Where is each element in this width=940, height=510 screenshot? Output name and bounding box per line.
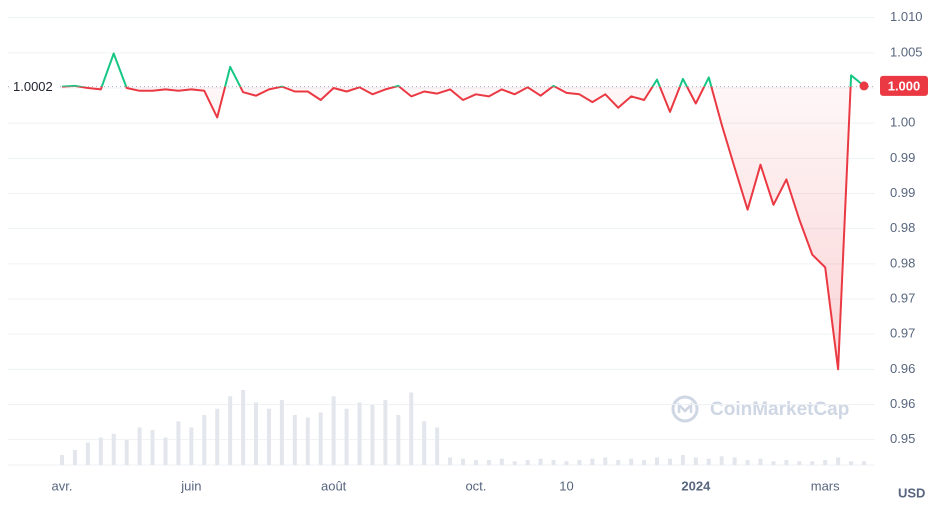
x-tick-label: mars	[811, 478, 840, 493]
y-tick-label: 0.97	[890, 326, 915, 341]
y-tick-label: 1.00	[890, 115, 915, 130]
y-tick-label: 0.98	[890, 220, 915, 235]
y-tick-label: 1.005	[890, 44, 923, 59]
watermark-text: CoinMarketCap	[710, 399, 849, 420]
volume-bar	[771, 461, 776, 465]
reference-label: 1.0002	[13, 79, 53, 94]
x-tick-label: 10	[559, 478, 573, 493]
volume-bar	[292, 415, 297, 465]
volume-bar	[331, 396, 336, 465]
y-tick-label: 0.96	[890, 396, 915, 411]
volume-bar	[150, 430, 155, 465]
volume-bar	[836, 457, 841, 465]
last-price-label: 1.000	[888, 78, 921, 93]
volume-bar	[279, 400, 284, 465]
volume-bar	[137, 427, 142, 465]
volume-bar	[448, 457, 453, 465]
y-tick-label: 0.98	[890, 255, 915, 270]
volume-bar	[525, 460, 530, 465]
volume-bar	[551, 460, 556, 465]
y-tick-label: 0.97	[890, 290, 915, 305]
watermark: CoinMarketCap	[671, 395, 849, 423]
volume-bar	[228, 396, 233, 465]
y-tick-label: 0.95	[890, 431, 915, 446]
volume-bar	[370, 405, 375, 465]
volume-bar	[629, 458, 634, 465]
volume-bar	[215, 408, 220, 465]
x-tick-label: juin	[180, 478, 201, 493]
volume-bar	[124, 440, 129, 465]
volume-bar	[266, 408, 271, 465]
volume-bar	[202, 415, 207, 465]
x-tick-label: avr.	[52, 478, 73, 493]
volume-bar	[383, 400, 388, 465]
last-point	[859, 81, 869, 91]
area-below-reference	[62, 86, 864, 370]
y-tick-label: 0.96	[890, 361, 915, 376]
volume-bar	[512, 461, 517, 465]
volume-bar	[409, 392, 414, 465]
volume-bar	[706, 458, 711, 465]
volume-bar	[305, 417, 310, 465]
volume-bar	[318, 412, 323, 465]
volume-bar	[499, 458, 504, 465]
volume-bar	[461, 458, 465, 465]
volume-bar	[98, 437, 103, 465]
volume-bar	[396, 415, 401, 465]
last-price-badge	[880, 75, 928, 96]
reference-label-bg	[10, 77, 60, 96]
volume-bar	[344, 408, 349, 465]
volume-bar	[680, 455, 685, 465]
volume-bar	[163, 437, 168, 465]
volume-bar	[797, 461, 802, 465]
volume-bar	[564, 461, 569, 465]
x-tick-label: 2024	[681, 478, 711, 493]
volume-bar	[473, 460, 478, 465]
volume-bar	[577, 460, 582, 465]
volume-bar	[758, 458, 763, 465]
volume-bar	[435, 427, 440, 465]
volume-bar	[849, 461, 854, 465]
volume-bar	[72, 450, 77, 465]
volume-bar	[719, 456, 724, 465]
volume-bar	[357, 402, 362, 465]
volume-bar	[241, 390, 246, 465]
volume-bar	[486, 460, 491, 465]
volume-bar	[189, 427, 194, 465]
volume-bar	[784, 460, 789, 465]
volume-bar	[655, 457, 660, 465]
y-tick-label: 0.99	[890, 185, 915, 200]
volume-bar	[111, 433, 116, 465]
x-tick-label: oct.	[465, 478, 486, 493]
volume-bar	[176, 421, 181, 465]
volume-bar	[603, 457, 608, 465]
volume-bar	[862, 461, 866, 465]
volume-bar	[254, 402, 259, 465]
y-unit: USD	[898, 485, 925, 500]
volume-bar	[590, 458, 595, 465]
volume-bar	[732, 457, 737, 465]
volume-bar	[667, 458, 672, 465]
volume-bar	[422, 421, 427, 465]
volume-bar	[810, 461, 815, 465]
y-tick-label: 1.010	[890, 9, 923, 24]
price-line-down	[61, 86, 864, 371]
volume-bar	[642, 460, 647, 465]
volume-bar	[85, 442, 90, 465]
volume-bar	[538, 458, 543, 465]
volume-bar	[60, 455, 64, 465]
x-tick-label: août	[321, 478, 347, 493]
volume-bar	[823, 460, 828, 465]
volume-bar	[693, 457, 698, 465]
volume-bar	[616, 460, 621, 465]
volume-bar	[745, 460, 750, 465]
y-tick-label: 0.99	[890, 150, 915, 165]
